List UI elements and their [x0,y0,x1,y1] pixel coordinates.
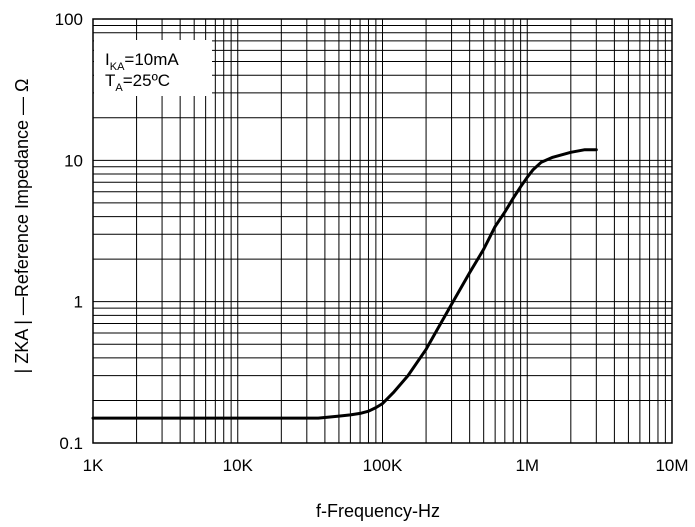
y-tick-label: 1 [74,293,83,312]
x-tick-label: 1M [515,456,539,475]
y-tick-label: 100 [55,10,83,29]
x-axis-ticks: 1K 10K 100K 1M 10M [83,456,689,475]
x-tick-label: 1K [83,456,104,475]
series-group [91,148,598,420]
y-tick-label: 10 [64,151,83,170]
annotation-box [94,40,212,96]
annotation-current: IKA=10mA [105,50,179,73]
impedance-curve [91,148,598,420]
y-axis-label: | ZKA | —Reference Impedance — Ω [12,79,32,374]
x-tick-label: 10M [655,456,688,475]
y-axis-ticks: 0.1 1 10 100 [55,10,83,453]
plot-frame [92,18,673,444]
x-axis-label: f-Frequency-Hz [316,501,440,521]
x-tick-label: 10K [223,456,254,475]
x-tick-label: 100K [363,456,403,475]
annotation-temperature: TA=25ºC [105,71,170,94]
y-tick-label: 0.1 [59,434,83,453]
